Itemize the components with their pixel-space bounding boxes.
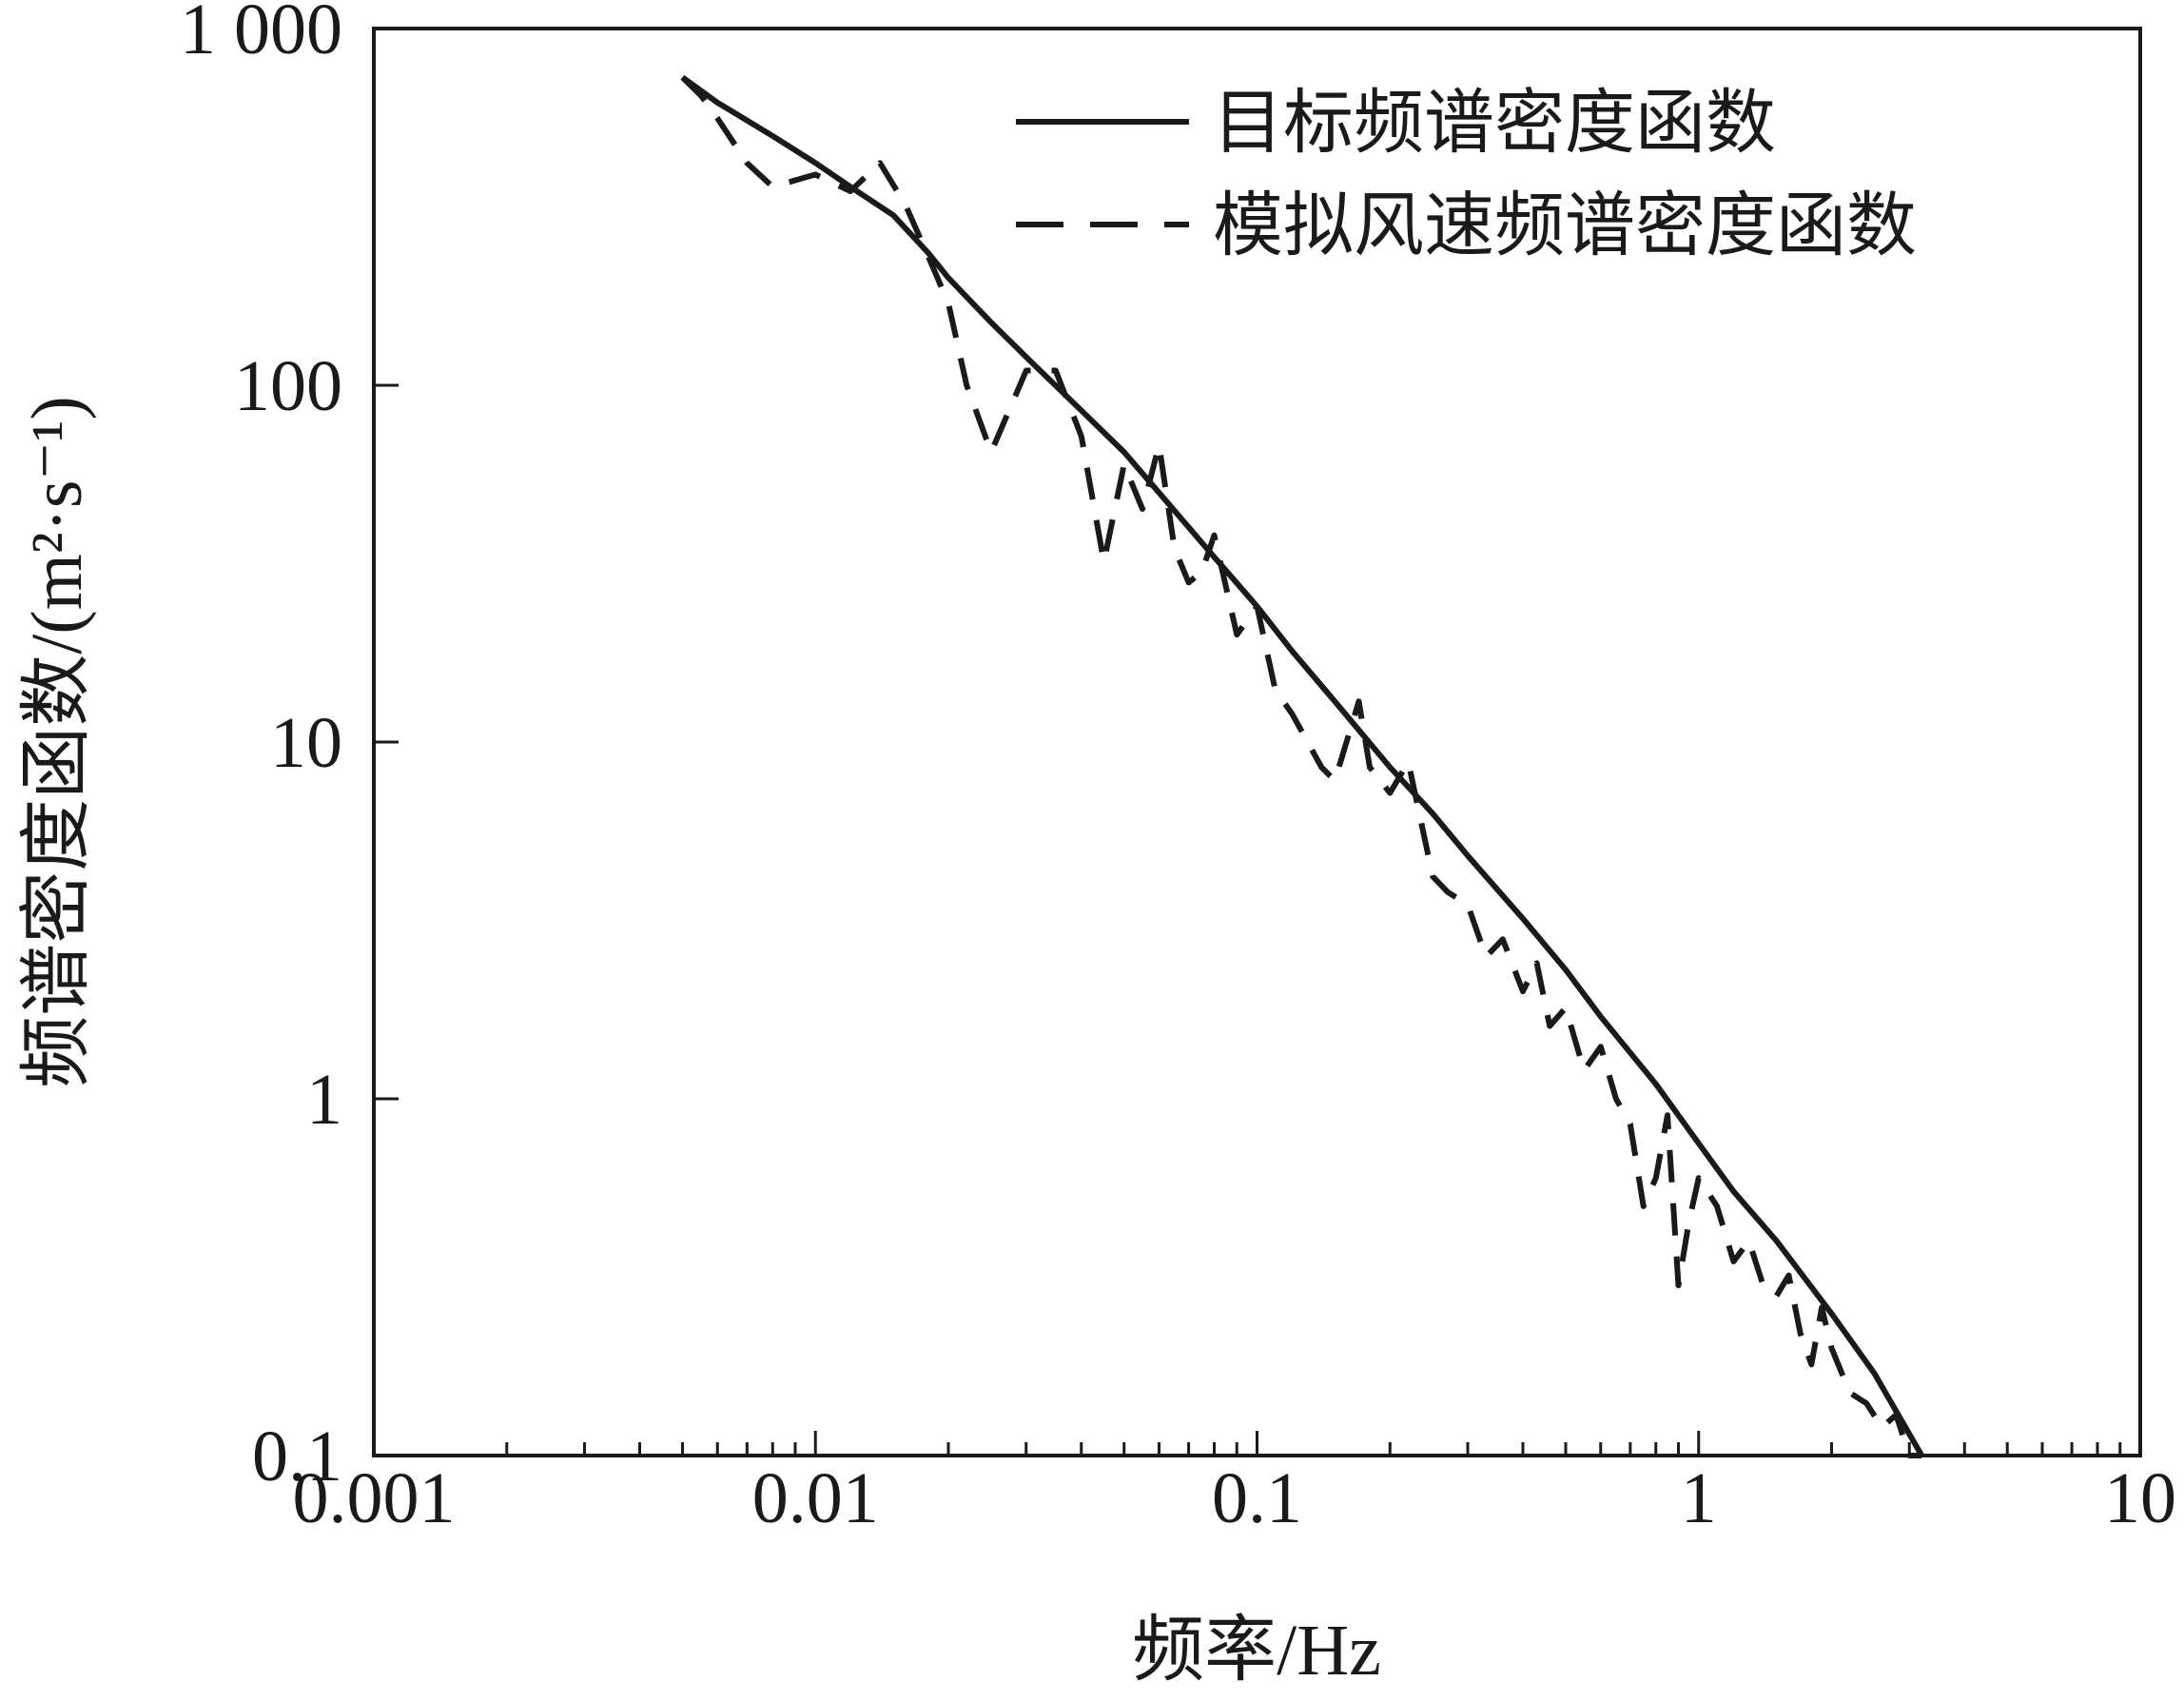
y-tick-label: 100 [234, 346, 342, 426]
x-tick-label: 1 [1681, 1458, 1717, 1538]
x-tick-label: 0.001 [293, 1458, 456, 1538]
y-tick-label: 10 [270, 703, 342, 783]
y-tick-label: 1 [306, 1060, 342, 1140]
y-tick-label: 0.1 [252, 1417, 342, 1496]
y-axis-title: 频谱密度函数/(m²·s⁻¹) [17, 396, 97, 1087]
y-tick-label: 1 000 [180, 0, 342, 69]
x-axis-title: 频率/Hz [1132, 1611, 1381, 1691]
series-line-simulated [680, 75, 1922, 1458]
legend-label-simulated: 模拟风速频谱密度函数 [1213, 187, 1917, 265]
x-tick-label: 0.1 [1212, 1458, 1302, 1538]
series-line-target [680, 74, 1924, 1457]
x-tick-label: 0.01 [752, 1458, 879, 1538]
legend-label-target: 目标频谱密度函数 [1213, 85, 1776, 163]
ticks-layer [372, 27, 2142, 1457]
x-tick-label: 10 [2104, 1458, 2176, 1538]
tick-labels: 0.001 0.01 0.1 1 10 0.1 1 10 100 1 000 [180, 0, 2176, 1538]
legend: 目标频谱密度函数 模拟风速频谱密度函数 [1016, 85, 1917, 265]
series-layer [680, 74, 1924, 1458]
